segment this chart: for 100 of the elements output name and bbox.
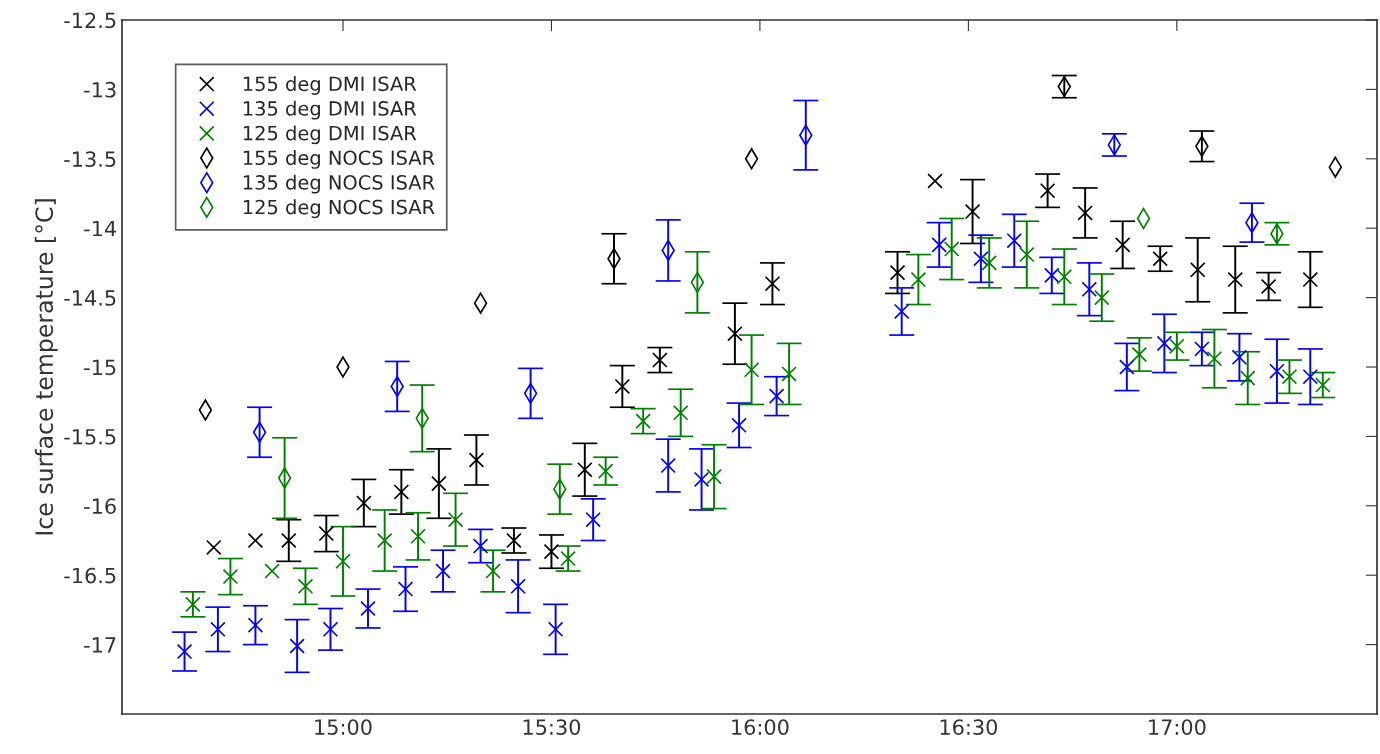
y-tick-label: -12.5 xyxy=(64,12,116,29)
point xyxy=(943,241,960,257)
legend-label: 135 deg DMI ISAR xyxy=(243,100,417,120)
point xyxy=(1239,370,1256,386)
point xyxy=(280,532,297,549)
point xyxy=(910,271,927,288)
point xyxy=(964,203,981,220)
y-tick-label: -16.5 xyxy=(64,567,116,584)
y-tick-label: -13 xyxy=(84,81,116,98)
point xyxy=(1077,205,1093,221)
point xyxy=(510,578,526,595)
point xyxy=(1081,281,1098,298)
point xyxy=(247,617,264,633)
legend-label: 135 deg NOCS ISAR xyxy=(243,174,435,194)
point xyxy=(672,405,689,421)
point xyxy=(222,568,239,585)
point xyxy=(768,388,785,404)
point xyxy=(185,596,201,613)
x-tick-label: 16:30 xyxy=(940,719,998,735)
point xyxy=(1260,278,1277,295)
x-tick-label: 15:00 xyxy=(315,719,372,735)
point xyxy=(1131,346,1148,363)
point xyxy=(931,237,947,253)
point xyxy=(693,471,710,488)
point xyxy=(1189,262,1206,278)
point xyxy=(410,528,426,545)
point xyxy=(297,578,314,595)
point xyxy=(360,600,376,617)
legend-label: 125 deg DMI ISAR xyxy=(243,125,417,145)
legend-label: 155 deg DMI ISAR xyxy=(243,76,417,95)
point xyxy=(1152,250,1168,267)
point xyxy=(1094,289,1110,306)
point xyxy=(781,366,797,382)
x-tick-label: 16:00 xyxy=(732,719,789,735)
point xyxy=(289,638,305,654)
point xyxy=(585,511,601,528)
point xyxy=(1119,359,1135,375)
point xyxy=(1206,350,1223,367)
point xyxy=(660,457,676,474)
point xyxy=(927,173,943,189)
point xyxy=(393,484,410,500)
point xyxy=(743,361,760,378)
point xyxy=(1169,338,1185,354)
point xyxy=(1156,335,1173,352)
point xyxy=(764,275,781,292)
point xyxy=(543,543,560,560)
point xyxy=(435,563,451,579)
point xyxy=(597,463,614,479)
point xyxy=(485,563,501,579)
legend-label: 125 deg NOCS ISAR xyxy=(243,199,435,219)
point xyxy=(356,495,372,511)
point xyxy=(264,563,280,579)
y-tick-label: -14 xyxy=(84,220,116,237)
point xyxy=(1194,341,1210,357)
point xyxy=(447,511,464,528)
point xyxy=(1056,269,1073,285)
y-tick-label: -14.5 xyxy=(64,290,116,306)
point xyxy=(652,352,668,368)
point xyxy=(893,303,910,320)
point xyxy=(1315,377,1331,393)
legend-label: 155 deg NOCS ISAR xyxy=(243,150,435,169)
point xyxy=(1269,363,1285,379)
point xyxy=(376,532,393,549)
point xyxy=(1302,368,1319,385)
point xyxy=(1039,182,1056,199)
point xyxy=(981,255,998,271)
y-tick-label: -15.5 xyxy=(64,429,116,445)
point xyxy=(1302,271,1319,288)
point xyxy=(468,452,485,468)
point xyxy=(431,475,447,492)
point xyxy=(1006,232,1023,249)
point xyxy=(1231,349,1248,366)
point xyxy=(614,378,631,395)
point xyxy=(318,525,335,542)
y-tick-label: -16 xyxy=(84,498,116,515)
y-tick-label: -17 xyxy=(84,637,116,653)
point xyxy=(1044,267,1060,284)
point xyxy=(472,538,489,554)
point xyxy=(335,553,351,570)
point xyxy=(176,643,193,660)
point xyxy=(577,461,593,478)
point xyxy=(889,264,906,281)
point xyxy=(727,325,743,342)
point xyxy=(1114,237,1131,253)
point xyxy=(635,413,651,429)
point xyxy=(1227,271,1244,288)
point xyxy=(397,581,414,597)
y-axis-title: Ice surface temperature [°C] xyxy=(34,199,58,535)
x-tick-label: 15:30 xyxy=(523,719,581,735)
y-tick-label: -13.5 xyxy=(64,151,116,168)
point xyxy=(210,621,226,638)
point xyxy=(560,550,576,567)
point xyxy=(205,539,222,556)
point xyxy=(731,417,747,434)
point xyxy=(506,532,522,549)
point xyxy=(973,250,989,267)
point xyxy=(1281,368,1298,385)
y-tick-label: -15 xyxy=(84,359,116,376)
point xyxy=(547,621,564,638)
point xyxy=(322,621,339,638)
